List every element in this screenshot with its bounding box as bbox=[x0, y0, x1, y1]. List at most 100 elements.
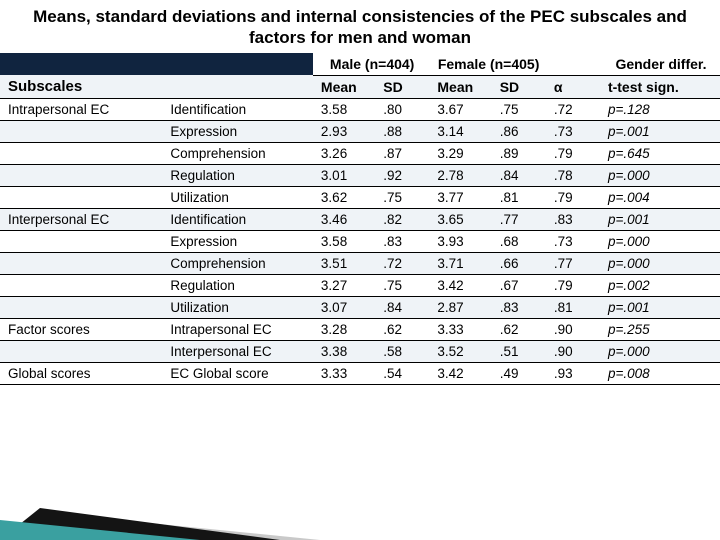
table-cell: 3.07 bbox=[313, 297, 375, 319]
table-cell: p=.001 bbox=[600, 121, 720, 143]
table-cell: .49 bbox=[492, 363, 546, 385]
table-row: Regulation3.01.922.78.84.78p=.000 bbox=[0, 165, 720, 187]
header-row-groups: Male (n=404) Female (n=405) Gender diffe… bbox=[0, 53, 720, 76]
table-cell: 3.14 bbox=[429, 121, 491, 143]
table-cell: p=.128 bbox=[600, 99, 720, 121]
table-cell: p=.645 bbox=[600, 143, 720, 165]
table-cell: .77 bbox=[546, 253, 600, 275]
table-cell: Expression bbox=[162, 121, 313, 143]
table-row: Interpersonal EC3.38.583.52.51.90p=.000 bbox=[0, 341, 720, 363]
table-cell: 3.71 bbox=[429, 253, 491, 275]
table-cell: .75 bbox=[375, 187, 429, 209]
table-cell: 3.33 bbox=[429, 319, 491, 341]
table-cell: Global scores bbox=[0, 363, 162, 385]
header-male: Male (n=404) bbox=[313, 53, 429, 76]
table-cell: .77 bbox=[492, 209, 546, 231]
table-cell: Utilization bbox=[162, 187, 313, 209]
table-cell: .62 bbox=[492, 319, 546, 341]
table-cell bbox=[0, 341, 162, 363]
table-cell: .79 bbox=[546, 187, 600, 209]
table-cell: .58 bbox=[375, 341, 429, 363]
table-cell: Interpersonal EC bbox=[162, 341, 313, 363]
table-cell: p=.000 bbox=[600, 231, 720, 253]
table-cell: .83 bbox=[492, 297, 546, 319]
table-cell: .83 bbox=[546, 209, 600, 231]
table-cell: Identification bbox=[162, 99, 313, 121]
header-male-sd: SD bbox=[375, 75, 429, 99]
table-cell: 3.42 bbox=[429, 275, 491, 297]
table-cell: .51 bbox=[492, 341, 546, 363]
table-cell: Comprehension bbox=[162, 143, 313, 165]
table-cell: EC Global score bbox=[162, 363, 313, 385]
table-cell: Utilization bbox=[162, 297, 313, 319]
table-cell: 3.58 bbox=[313, 231, 375, 253]
table-cell: p=.004 bbox=[600, 187, 720, 209]
table-cell bbox=[0, 187, 162, 209]
header-alpha: α bbox=[546, 75, 600, 99]
table-cell: Regulation bbox=[162, 275, 313, 297]
table-row: Global scoresEC Global score3.33.543.42.… bbox=[0, 363, 720, 385]
table-cell bbox=[0, 297, 162, 319]
header-male-mean: Mean bbox=[313, 75, 375, 99]
header-gender: Gender differ. bbox=[600, 53, 720, 76]
table-cell: 3.46 bbox=[313, 209, 375, 231]
table-cell: .62 bbox=[375, 319, 429, 341]
table-cell: .72 bbox=[375, 253, 429, 275]
table-cell: 2.93 bbox=[313, 121, 375, 143]
table-cell: Intrapersonal EC bbox=[162, 319, 313, 341]
table-row: Regulation3.27.753.42.67.79p=.002 bbox=[0, 275, 720, 297]
table-cell bbox=[0, 121, 162, 143]
table-cell: 3.33 bbox=[313, 363, 375, 385]
table-cell: Regulation bbox=[162, 165, 313, 187]
table-cell bbox=[0, 231, 162, 253]
table-cell: 3.52 bbox=[429, 341, 491, 363]
table-cell: .93 bbox=[546, 363, 600, 385]
table-cell: p=.255 bbox=[600, 319, 720, 341]
table-cell: Expression bbox=[162, 231, 313, 253]
table-cell: Intrapersonal EC bbox=[0, 99, 162, 121]
table-cell: .67 bbox=[492, 275, 546, 297]
table-cell: .68 bbox=[492, 231, 546, 253]
table-cell: 3.28 bbox=[313, 319, 375, 341]
header-empty-dark bbox=[0, 53, 313, 76]
header-factor-empty bbox=[162, 75, 313, 99]
header-ttest: t-test sign. bbox=[600, 75, 720, 99]
table-cell: .84 bbox=[492, 165, 546, 187]
table-cell: .81 bbox=[546, 297, 600, 319]
table-row: Comprehension3.26.873.29.89.79p=.645 bbox=[0, 143, 720, 165]
table-cell: 3.67 bbox=[429, 99, 491, 121]
decorative-wedge-icon bbox=[0, 508, 320, 540]
table-cell: 3.26 bbox=[313, 143, 375, 165]
table-cell: .88 bbox=[375, 121, 429, 143]
table-cell: Comprehension bbox=[162, 253, 313, 275]
table-cell: .79 bbox=[546, 143, 600, 165]
stats-table: Male (n=404) Female (n=405) Gender diffe… bbox=[0, 53, 720, 386]
table-cell: Interpersonal EC bbox=[0, 209, 162, 231]
header-row-cols: Subscales Mean SD Mean SD α t-test sign. bbox=[0, 75, 720, 99]
table-cell: .82 bbox=[375, 209, 429, 231]
table-cell bbox=[0, 143, 162, 165]
table-cell: 3.77 bbox=[429, 187, 491, 209]
table-row: Utilization3.07.842.87.83.81p=.001 bbox=[0, 297, 720, 319]
table-cell: 3.29 bbox=[429, 143, 491, 165]
table-cell: 3.58 bbox=[313, 99, 375, 121]
table-cell: 3.38 bbox=[313, 341, 375, 363]
table-cell: p=.000 bbox=[600, 341, 720, 363]
table-cell: p=.008 bbox=[600, 363, 720, 385]
table-cell: p=.001 bbox=[600, 297, 720, 319]
table-cell: 3.42 bbox=[429, 363, 491, 385]
table-cell: Identification bbox=[162, 209, 313, 231]
table-cell: 3.65 bbox=[429, 209, 491, 231]
table-cell: .79 bbox=[546, 275, 600, 297]
table-row: Factor scoresIntrapersonal EC3.28.623.33… bbox=[0, 319, 720, 341]
table-cell: .75 bbox=[375, 275, 429, 297]
table-cell: p=.000 bbox=[600, 165, 720, 187]
table-cell: .81 bbox=[492, 187, 546, 209]
header-female: Female (n=405) bbox=[429, 53, 545, 76]
table-cell: .72 bbox=[546, 99, 600, 121]
table-cell bbox=[0, 275, 162, 297]
table-cell: .75 bbox=[492, 99, 546, 121]
table-cell: .92 bbox=[375, 165, 429, 187]
table-cell: .83 bbox=[375, 231, 429, 253]
table-cell: p=.000 bbox=[600, 253, 720, 275]
